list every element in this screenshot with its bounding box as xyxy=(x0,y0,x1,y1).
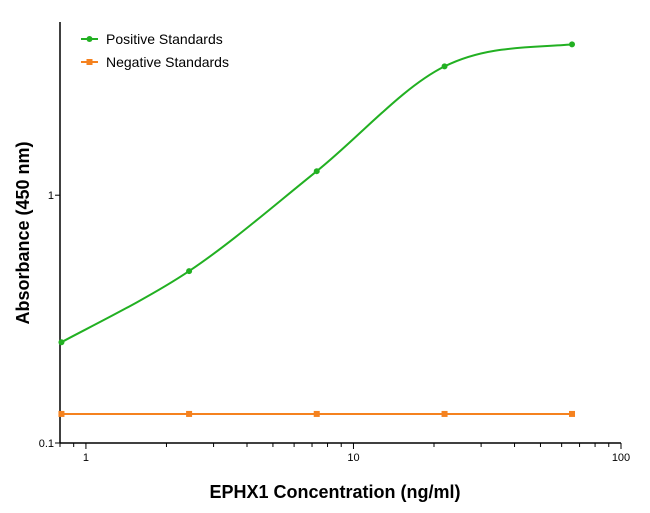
legend-marker-negative xyxy=(86,59,93,65)
x-tick-label: 10 xyxy=(347,452,359,464)
data-point-positive xyxy=(313,168,320,175)
y-tick-label: 1 xyxy=(48,190,54,202)
data-point-positive xyxy=(569,41,576,48)
legend-label-positive: Positive Standards xyxy=(106,31,223,47)
series-line-positive xyxy=(60,43,573,344)
data-point-positive xyxy=(58,339,65,346)
data-point-negative xyxy=(313,410,320,417)
y-axis-title: Absorbance (450 nm) xyxy=(13,141,33,324)
axes xyxy=(59,22,621,444)
x-tick-label: 1 xyxy=(83,452,89,464)
data-point-positive xyxy=(441,63,448,70)
data-point-negative xyxy=(441,410,448,417)
x-tick-label: 100 xyxy=(612,452,630,464)
data-point-negative xyxy=(186,410,193,417)
data-point-negative xyxy=(58,410,65,417)
legend: Positive Standards Negative Standards xyxy=(81,31,229,70)
ticks: 1 10 100 0.1 1 xyxy=(39,190,630,464)
data-point-negative xyxy=(569,410,576,417)
legend-marker-positive xyxy=(86,36,93,42)
series xyxy=(58,41,576,417)
legend-item-negative: Negative Standards xyxy=(81,54,229,70)
x-axis-title: EPHX1 Concentration (ng/ml) xyxy=(209,482,460,502)
y-tick-label: 0.1 xyxy=(39,438,54,450)
legend-label-negative: Negative Standards xyxy=(106,54,229,70)
data-point-positive xyxy=(186,268,193,275)
legend-item-positive: Positive Standards xyxy=(81,31,223,47)
